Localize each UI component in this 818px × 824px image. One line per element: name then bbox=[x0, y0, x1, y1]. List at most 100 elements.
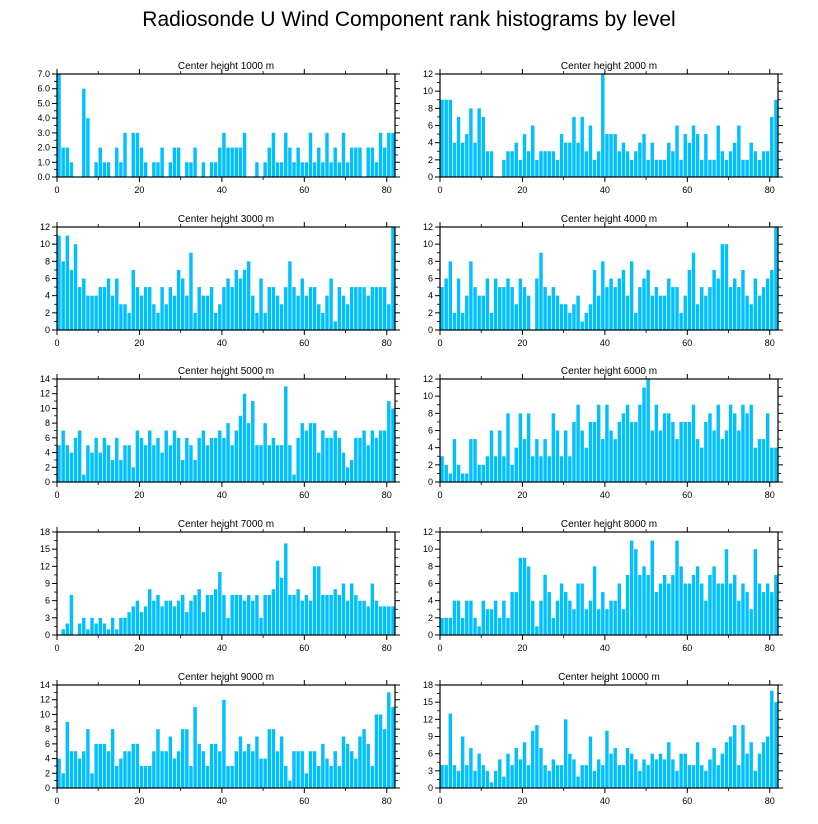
panel-2-ylabel: 12 bbox=[423, 69, 433, 79]
panel-4-bar bbox=[671, 287, 675, 330]
panel-9-bar bbox=[98, 743, 102, 788]
panel-2-bar bbox=[456, 116, 461, 177]
panel-9-bar bbox=[218, 751, 222, 788]
panel-9-bar bbox=[172, 758, 177, 788]
panel-1-bar bbox=[350, 147, 354, 177]
panel-7-bar bbox=[333, 589, 337, 635]
panel-10-xlabel: 0 bbox=[437, 796, 442, 806]
panel-4-bar bbox=[704, 295, 708, 330]
panel-10-bar bbox=[634, 759, 638, 788]
panel-10-bar bbox=[576, 776, 580, 788]
panel-8-ylabel: 10 bbox=[423, 544, 433, 554]
panel-2-bar bbox=[675, 125, 679, 177]
panel-7-bar bbox=[185, 612, 189, 635]
panel-3-bar bbox=[209, 287, 214, 330]
panel-2-bar bbox=[617, 151, 622, 177]
panel-6-xlabel: 60 bbox=[682, 490, 692, 500]
panel-9-bar bbox=[341, 736, 346, 788]
panel-3-bar bbox=[119, 304, 123, 330]
panel-3-bar bbox=[362, 287, 366, 330]
panel-5-bar bbox=[275, 445, 280, 482]
panel-2-bar bbox=[770, 116, 774, 177]
panel-8-bar bbox=[572, 609, 576, 635]
panel-1-bar bbox=[119, 162, 123, 177]
panel-7-bar bbox=[317, 566, 321, 635]
panel-10-bar bbox=[658, 753, 663, 788]
panel-6-bar bbox=[770, 447, 774, 482]
panel-3-xlabel: 40 bbox=[217, 338, 227, 348]
panel-1-bar bbox=[94, 162, 98, 177]
panel-9-bar bbox=[148, 765, 152, 788]
panel-6-bar bbox=[605, 404, 609, 482]
panel-7-ylabel: 18 bbox=[40, 527, 50, 537]
panel-3-bar bbox=[201, 295, 206, 330]
panel-5-bar bbox=[218, 430, 222, 482]
panel-2-xlabel: 0 bbox=[437, 185, 442, 195]
panel-3-bar bbox=[139, 295, 144, 330]
panel-4-bar bbox=[535, 278, 539, 330]
panel-10-bar bbox=[493, 770, 498, 788]
panel-8-bar bbox=[601, 592, 605, 635]
panel-10-ylabel: 12 bbox=[423, 714, 433, 724]
panel-6-ylabel: 12 bbox=[423, 374, 433, 384]
panel-8-bar bbox=[654, 592, 659, 635]
panel-5-bar bbox=[168, 445, 173, 482]
panel-1-ylabel: 1.0 bbox=[37, 157, 50, 167]
panel-3-bar bbox=[391, 227, 395, 330]
panel-6-bar bbox=[526, 413, 531, 482]
panel-7-bar bbox=[90, 617, 94, 635]
panel-5-bar bbox=[296, 437, 300, 482]
panel-10-bar bbox=[605, 730, 609, 788]
panel-10-bar bbox=[753, 770, 758, 788]
panel-1-ylabel: 6.0 bbox=[37, 84, 50, 94]
panel-9-bar bbox=[308, 751, 313, 788]
panel-1-bar bbox=[176, 147, 181, 177]
panel-2-bar bbox=[526, 151, 531, 177]
panel-6-bar bbox=[469, 439, 473, 482]
panel-5-title: Center height 5000 m bbox=[178, 366, 274, 377]
panel-3-ylabel: 2 bbox=[45, 308, 50, 318]
panel-1-ylabel: 0.0 bbox=[37, 172, 50, 182]
panel-8-ylabel: 0 bbox=[428, 630, 433, 640]
panel-5-bar bbox=[69, 452, 74, 482]
panel-10-bar bbox=[621, 765, 626, 788]
panel-10-bar bbox=[757, 753, 762, 788]
panel-7-bar bbox=[263, 594, 267, 635]
panel-2-bar bbox=[609, 134, 613, 177]
panel-2-bar bbox=[650, 142, 654, 177]
panel-1-ylabel: 3.0 bbox=[37, 128, 50, 138]
panel-4-bar bbox=[634, 312, 638, 330]
panel-5-bar bbox=[259, 445, 263, 482]
panel-10-bar bbox=[580, 765, 584, 788]
panel-2-bar bbox=[679, 159, 683, 177]
panel-8-bar bbox=[506, 617, 510, 635]
panel-7-bar bbox=[345, 600, 350, 635]
panel-8-bar bbox=[712, 566, 716, 635]
panel-7-bar bbox=[292, 594, 296, 635]
panel-1-bar bbox=[366, 147, 370, 177]
panel-9-ylabel: 8 bbox=[45, 724, 50, 734]
panel-3-bar bbox=[279, 304, 284, 330]
panel-1-bar bbox=[329, 162, 333, 177]
panel-2-bar bbox=[712, 159, 716, 177]
panel-8-bar bbox=[477, 626, 481, 635]
panel-10-bar bbox=[448, 713, 453, 788]
panel-1-bar bbox=[222, 132, 226, 177]
panel-8-bar bbox=[514, 592, 518, 635]
panel-10-bar bbox=[687, 765, 692, 788]
panel-10-bar bbox=[765, 736, 770, 788]
panel-6-bar bbox=[733, 413, 737, 482]
panel-3-ylabel: 4 bbox=[45, 291, 50, 301]
panel-7-bar bbox=[65, 623, 70, 635]
panel-9-bar bbox=[201, 751, 206, 788]
panel-6-bar bbox=[601, 439, 605, 482]
panel-6-bar bbox=[757, 439, 762, 482]
panel-2-bar bbox=[473, 142, 477, 177]
panel-8-bar bbox=[568, 600, 572, 635]
panel-5-bar bbox=[197, 437, 201, 482]
panel-8-bar bbox=[588, 600, 593, 635]
panel-6-bar bbox=[588, 421, 593, 482]
panel-9-bar bbox=[374, 714, 379, 788]
panel-4-bar bbox=[749, 304, 753, 330]
